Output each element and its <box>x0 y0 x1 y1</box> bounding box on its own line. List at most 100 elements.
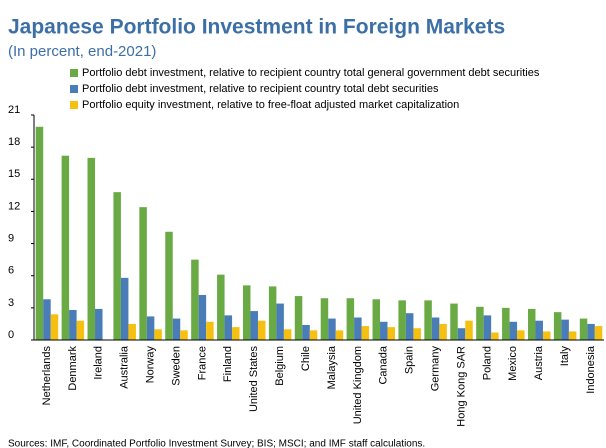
y-tick-label: 6 <box>8 265 14 277</box>
bar <box>535 320 543 340</box>
bar <box>35 126 44 341</box>
bar <box>276 303 284 340</box>
bar <box>198 295 207 340</box>
bar <box>232 327 240 340</box>
bar <box>328 318 336 340</box>
x-tick-label: Chile <box>300 346 312 371</box>
y-tick-label: 0 <box>8 329 14 341</box>
bar <box>465 320 473 340</box>
bar <box>191 259 199 340</box>
source-note: Sources: IMF, Coordinated Portfolio Inve… <box>8 439 425 448</box>
bar <box>180 330 188 340</box>
bar <box>491 332 499 340</box>
x-tick-label: Ireland <box>93 346 105 380</box>
bar <box>113 192 121 340</box>
bar <box>405 313 414 340</box>
bar <box>242 285 251 340</box>
y-tick-label: 15 <box>8 168 20 180</box>
chart-subtitle: (In percent, end-2021) <box>8 43 156 60</box>
bar <box>50 314 59 340</box>
x-tick-label: Poland <box>481 346 493 380</box>
bar <box>120 277 129 340</box>
y-tick-label: 9 <box>8 232 14 244</box>
bar <box>309 330 318 340</box>
x-tick-label: Finland <box>222 346 234 382</box>
x-tick-label: Italy <box>559 346 571 367</box>
bar <box>372 299 381 340</box>
x-tick-label: Norway <box>144 346 156 384</box>
bar <box>61 155 70 340</box>
x-tick-label: Belgium <box>274 346 286 386</box>
bar <box>335 330 344 340</box>
x-tick-label: Malaysia <box>326 345 338 389</box>
legend-label: Portfolio debt investment, relative to r… <box>82 67 540 79</box>
x-tick-label: Austria <box>533 345 545 380</box>
y-tick-label: 18 <box>8 136 20 148</box>
bar <box>527 308 536 340</box>
x-tick-label: Spain <box>404 346 416 374</box>
x-tick-label: Sweden <box>170 346 182 386</box>
x-tick-label: Hong Kong SAR <box>455 346 467 427</box>
bar <box>431 317 440 340</box>
bar <box>139 207 147 340</box>
legend-label: Portfolio equity investment, relative to… <box>82 99 459 111</box>
x-tick-label: Australia <box>119 345 131 389</box>
bar <box>320 298 329 340</box>
bar <box>561 319 569 340</box>
bar <box>283 329 292 340</box>
bar <box>380 321 388 340</box>
bar <box>128 323 136 340</box>
bar <box>302 325 310 340</box>
bar <box>579 318 588 340</box>
bar <box>439 323 447 340</box>
bar <box>457 328 466 340</box>
bar <box>517 330 525 340</box>
bar <box>387 327 396 340</box>
bar <box>354 317 362 340</box>
bar <box>568 331 577 340</box>
bar <box>413 328 421 340</box>
chart-title: Japanese Portfolio Investment in Foreign… <box>8 16 505 39</box>
bar <box>257 320 266 340</box>
bar <box>594 326 603 340</box>
bar <box>361 326 370 340</box>
legend-label: Portfolio debt investment, relative to r… <box>82 83 439 95</box>
y-tick-label: 21 <box>8 104 20 116</box>
bar <box>165 231 173 340</box>
x-tick-label: Denmark <box>67 346 79 391</box>
bar <box>250 311 258 340</box>
bar <box>87 157 96 340</box>
bar <box>95 308 103 340</box>
bar <box>268 286 277 340</box>
bar <box>69 310 77 340</box>
x-tick-label: Canada <box>378 345 390 384</box>
bar <box>476 306 484 340</box>
x-tick-label: France <box>196 346 208 380</box>
bar <box>502 307 510 340</box>
x-tick-label: Mexico <box>507 346 519 381</box>
bar <box>553 312 562 340</box>
bar <box>483 315 492 340</box>
x-tick-label: Germany <box>429 346 441 392</box>
bar <box>587 323 595 340</box>
bar <box>450 303 458 340</box>
x-tick-label: United States <box>248 346 260 413</box>
bar <box>294 296 303 340</box>
bar <box>43 299 51 340</box>
x-tick-label: Netherlands <box>41 346 53 406</box>
bar <box>224 315 233 340</box>
legend-swatch <box>70 69 78 77</box>
bar <box>542 331 551 340</box>
x-tick-label: Indonesia <box>585 345 597 394</box>
bar <box>509 321 518 340</box>
bar <box>217 274 225 340</box>
bar <box>172 318 181 340</box>
bar <box>424 300 432 340</box>
x-tick-label: United Kingdom <box>352 346 364 424</box>
y-tick-label: 3 <box>8 297 14 309</box>
bar <box>154 329 162 340</box>
y-tick-label: 12 <box>8 200 20 212</box>
bar <box>76 320 85 340</box>
bar <box>206 321 214 340</box>
